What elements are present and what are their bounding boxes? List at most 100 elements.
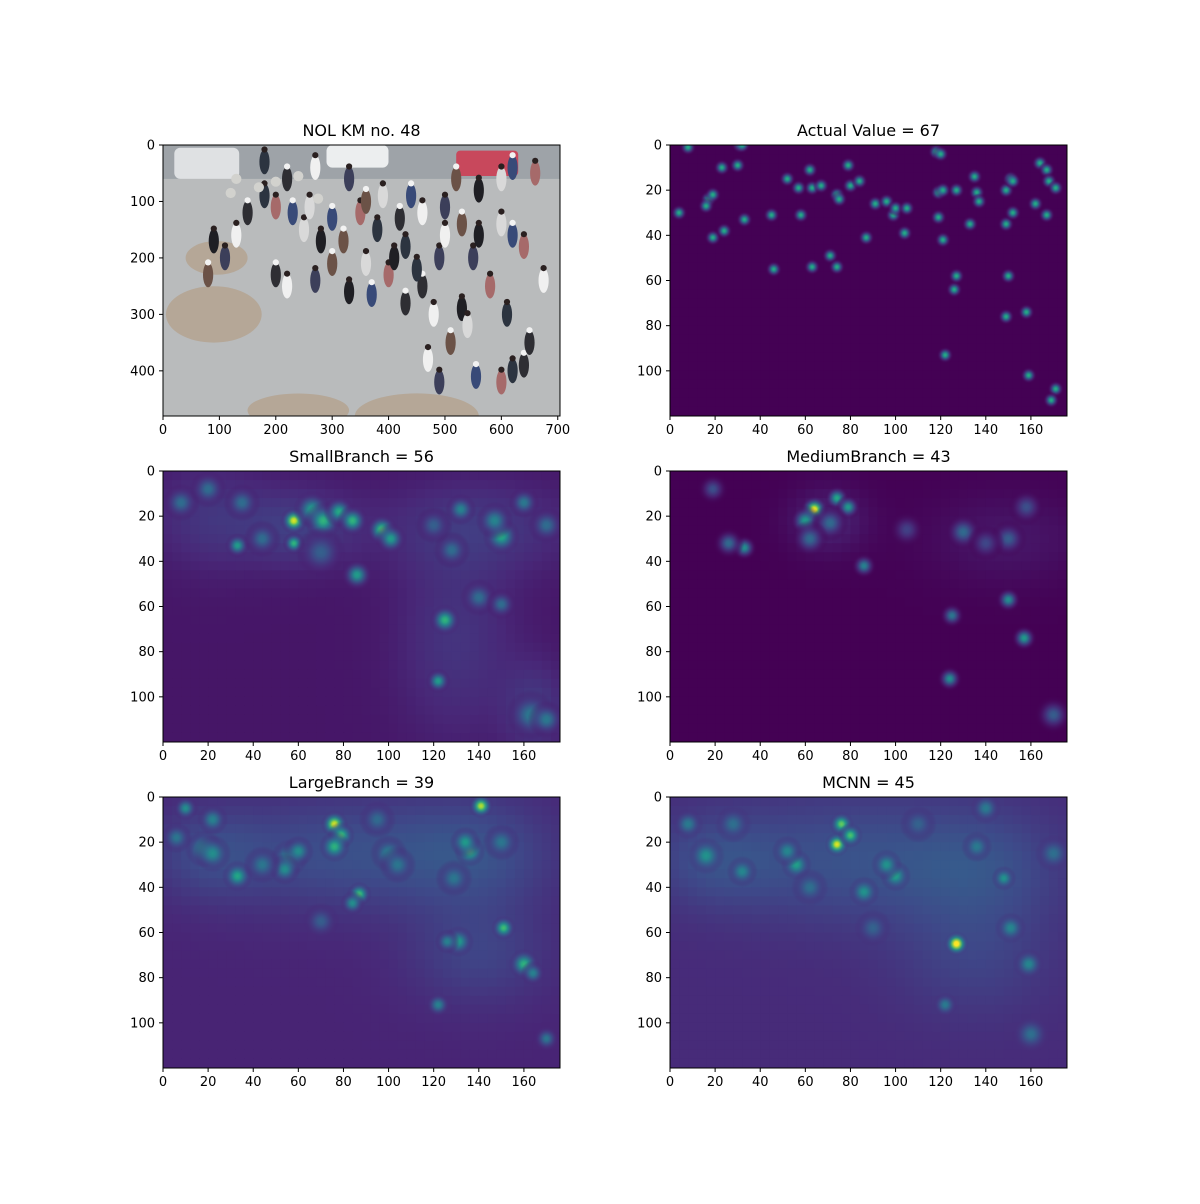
heatmap-cell bbox=[371, 869, 381, 879]
heatmap-cell bbox=[217, 679, 227, 689]
heatmap-cell bbox=[787, 588, 797, 598]
heatmap-cell bbox=[1049, 570, 1059, 580]
heatmap-cell bbox=[533, 643, 543, 653]
heatmap-cell bbox=[1004, 344, 1014, 354]
heatmap-cell bbox=[262, 815, 272, 825]
heatmap-cell bbox=[271, 815, 281, 825]
x-tick-label: 400 bbox=[376, 423, 401, 438]
heatmap-cell bbox=[688, 217, 698, 227]
heatmap-cell bbox=[416, 661, 426, 671]
heatmap-cell bbox=[697, 543, 707, 553]
heatmap-cell bbox=[551, 543, 561, 553]
heatmap-cell bbox=[995, 362, 1005, 372]
heatmap-cell bbox=[850, 299, 860, 309]
heatmap-cell bbox=[751, 371, 761, 381]
photo-person-head bbox=[473, 361, 479, 367]
photo-person-head bbox=[346, 163, 352, 169]
heatmap-cell bbox=[950, 588, 960, 598]
heatmap-cell bbox=[850, 534, 860, 544]
heatmap-cell bbox=[751, 724, 761, 734]
heatmap-cell bbox=[859, 145, 869, 155]
heatmap-cell bbox=[343, 688, 353, 698]
density-blob bbox=[713, 527, 745, 559]
heatmap-cell bbox=[977, 643, 987, 653]
heatmap-cell bbox=[1013, 190, 1023, 200]
heatmap-cell bbox=[832, 552, 842, 562]
heatmap-cell bbox=[172, 561, 182, 571]
heatmap-cell bbox=[769, 389, 779, 399]
heatmap-cell bbox=[787, 652, 797, 662]
heatmap-cell bbox=[208, 643, 218, 653]
heatmap-cell bbox=[1031, 317, 1041, 327]
heatmap-cell bbox=[896, 154, 906, 164]
heatmap-cell bbox=[869, 543, 879, 553]
heatmap-cell bbox=[724, 661, 734, 671]
heatmap-cell bbox=[479, 652, 489, 662]
heatmap-cell bbox=[995, 616, 1005, 626]
heatmap-cell bbox=[208, 516, 218, 526]
heatmap-cell bbox=[443, 570, 453, 580]
heatmap-cell bbox=[551, 498, 561, 508]
heatmap-cell bbox=[742, 525, 752, 535]
heatmap-cell bbox=[832, 208, 842, 218]
heatmap-cell bbox=[878, 308, 888, 318]
heatmap-cell bbox=[760, 226, 770, 236]
heatmap-cell bbox=[425, 851, 435, 861]
x-tick-label: 20 bbox=[200, 749, 217, 764]
heatmap-cell bbox=[706, 561, 716, 571]
heatmap-cell bbox=[932, 525, 942, 535]
heatmap-cell bbox=[887, 380, 897, 390]
heatmap-cell bbox=[226, 579, 236, 589]
heatmap-cell bbox=[923, 235, 933, 245]
heatmap-cell bbox=[733, 326, 743, 336]
heatmap-cell bbox=[787, 715, 797, 725]
heatmap-cell bbox=[896, 634, 906, 644]
heatmap-cell bbox=[778, 697, 788, 707]
heatmap-cell bbox=[733, 507, 743, 517]
heatmap-cell bbox=[217, 607, 227, 617]
heatmap-cell bbox=[1004, 570, 1014, 580]
heatmap-cell bbox=[905, 299, 915, 309]
heatmap-cell bbox=[995, 498, 1005, 508]
heatmap-cell bbox=[688, 607, 698, 617]
heatmap-cell bbox=[959, 706, 969, 716]
heatmap-cell bbox=[551, 869, 561, 879]
heatmap-cell bbox=[307, 724, 317, 734]
heatmap-cell bbox=[760, 661, 770, 671]
heatmap-cell bbox=[380, 607, 390, 617]
heatmap-cell bbox=[814, 353, 824, 363]
heatmap-cell bbox=[760, 480, 770, 490]
heatmap-cell bbox=[859, 371, 869, 381]
heatmap-cell bbox=[796, 643, 806, 653]
heatmap-cell bbox=[977, 299, 987, 309]
heatmap-cell bbox=[542, 489, 552, 499]
heatmap-cell bbox=[181, 670, 191, 680]
heatmap-cell bbox=[923, 226, 933, 236]
heatmap-cell bbox=[887, 317, 897, 327]
heatmap-cell bbox=[443, 896, 453, 906]
heatmap-cell bbox=[226, 896, 236, 906]
heatmap-cell bbox=[823, 616, 833, 626]
heatmap-cell bbox=[443, 697, 453, 707]
heatmap-cell bbox=[1022, 163, 1032, 173]
heatmap-cell bbox=[380, 661, 390, 671]
heatmap-cell bbox=[950, 480, 960, 490]
heatmap-cell bbox=[307, 643, 317, 653]
heatmap-cell bbox=[742, 588, 752, 598]
heatmap-cell bbox=[950, 199, 960, 209]
heatmap-cell bbox=[271, 507, 281, 517]
heatmap-cell bbox=[923, 670, 933, 680]
heatmap-cell bbox=[769, 489, 779, 499]
heatmap-cell bbox=[769, 525, 779, 535]
heatmap-cell bbox=[398, 616, 408, 626]
heatmap-cell bbox=[1058, 163, 1068, 173]
heatmap-cell bbox=[181, 724, 191, 734]
heatmap-cell bbox=[959, 299, 969, 309]
heatmap-cell bbox=[280, 625, 290, 635]
heatmap-cell bbox=[950, 733, 960, 743]
heatmap-cell bbox=[1049, 480, 1059, 490]
heatmap-cell bbox=[787, 697, 797, 707]
heatmap-cell bbox=[823, 208, 833, 218]
photo-person-head bbox=[498, 367, 504, 373]
heatmap-cell bbox=[416, 652, 426, 662]
